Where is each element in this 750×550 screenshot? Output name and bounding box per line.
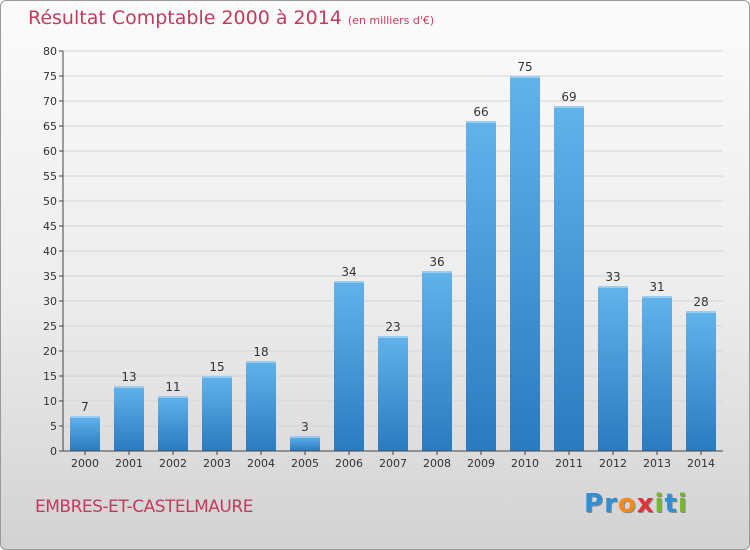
x-tick-label: 2007 [379, 457, 407, 470]
bar [334, 281, 364, 451]
axes [59, 50, 723, 455]
x-tick-label: 2004 [247, 457, 275, 470]
y-tick-label: 75 [43, 70, 57, 83]
data-label: 31 [649, 280, 664, 294]
data-label: 34 [341, 265, 356, 279]
bar-highlight [466, 121, 496, 123]
chart-title-block: Résultat Comptable 2000 à 2014 (en millie… [28, 7, 434, 29]
y-tick-label: 65 [43, 120, 57, 133]
logo-letter: o [617, 489, 637, 519]
bar [290, 436, 320, 451]
x-tick-label: 2006 [335, 457, 363, 470]
bar-highlight [686, 311, 716, 313]
bar-highlight [70, 416, 100, 418]
logo-letter: i [677, 489, 688, 519]
chart-subtitle: (en milliers d'€) [347, 14, 435, 27]
data-label: 13 [121, 370, 136, 384]
data-label: 18 [253, 345, 268, 359]
y-tick-label: 25 [43, 320, 57, 333]
y-tick-label: 10 [43, 395, 57, 408]
data-label: 33 [605, 270, 620, 284]
y-tick-label: 50 [43, 195, 57, 208]
x-tick-label: 2001 [115, 457, 143, 470]
data-label: 66 [473, 105, 488, 119]
bar [378, 336, 408, 451]
chart-title: Résultat Comptable 2000 à 2014 [28, 7, 342, 29]
logo-letter: x [636, 489, 655, 519]
bar-highlight [378, 336, 408, 338]
x-tick-label: 2003 [203, 457, 231, 470]
data-label: 36 [429, 255, 444, 269]
proxiti-logo: Proxiti [584, 489, 688, 519]
x-tick-label: 2002 [159, 457, 187, 470]
bar-highlight [598, 286, 628, 288]
bar-highlight [510, 76, 540, 78]
data-label: 11 [165, 380, 180, 394]
bar-highlight [334, 281, 364, 283]
bar-highlight [422, 271, 452, 273]
y-tick-label: 80 [43, 45, 57, 58]
bar [158, 396, 188, 451]
commune-name: EMBRES-ET-CASTELMAURE [35, 497, 253, 517]
logo-letter: i [654, 489, 665, 519]
y-tick-label: 70 [43, 95, 57, 108]
y-tick-label: 0 [50, 445, 57, 458]
x-tick-label: 2012 [599, 457, 627, 470]
data-label: 23 [385, 320, 400, 334]
bar [554, 106, 584, 451]
y-tick-label: 20 [43, 345, 57, 358]
x-tick-label: 2011 [555, 457, 583, 470]
bar-highlight [554, 106, 584, 108]
data-label: 75 [517, 60, 532, 74]
bar [202, 376, 232, 451]
y-tick-label: 45 [43, 220, 57, 233]
data-label: 15 [209, 360, 224, 374]
y-tick-label: 55 [43, 170, 57, 183]
bar-highlight [158, 396, 188, 398]
y-tick-label: 35 [43, 270, 57, 283]
x-tick-label: 2010 [511, 457, 539, 470]
bar [422, 271, 452, 451]
x-tick-label: 2005 [291, 457, 319, 470]
bar [466, 121, 496, 451]
x-tick-label: 2013 [643, 457, 671, 470]
bar-highlight [114, 386, 144, 388]
x-tick-label: 2000 [71, 457, 99, 470]
bar [642, 296, 672, 451]
bar-highlight [290, 436, 320, 438]
bar [70, 416, 100, 451]
logo-letter: r [604, 489, 618, 519]
bar [686, 311, 716, 451]
y-tick-label: 5 [50, 420, 57, 433]
x-tick-label: 2008 [423, 457, 451, 470]
x-tick-label: 2009 [467, 457, 495, 470]
logo-letter: P [584, 489, 605, 519]
data-label: 3 [301, 420, 309, 434]
logo-letter: t [664, 489, 678, 519]
bar [246, 361, 276, 451]
y-tick-label: 40 [43, 245, 57, 258]
data-label: 28 [693, 295, 708, 309]
bars [70, 76, 716, 451]
bar-highlight [202, 376, 232, 378]
labels: 0 5 10 15 20 25 30 35 40 45 50 55 60 65 70 75 80 7 2000 13 2… [43, 45, 715, 470]
bar-highlight [642, 296, 672, 298]
y-tick-label: 60 [43, 145, 57, 158]
x-tick-label: 2014 [687, 457, 715, 470]
bar [114, 386, 144, 451]
y-tick-label: 30 [43, 295, 57, 308]
data-label: 69 [561, 90, 576, 104]
data-label: 7 [81, 400, 89, 414]
bar-highlight [246, 361, 276, 363]
bar [510, 76, 540, 451]
y-tick-label: 15 [43, 370, 57, 383]
bar [598, 286, 628, 451]
